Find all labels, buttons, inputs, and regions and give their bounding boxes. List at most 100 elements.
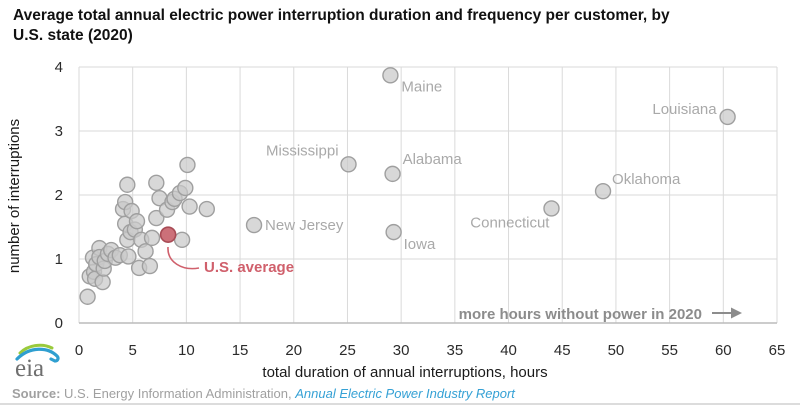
state-point-oklahoma: [594, 182, 612, 200]
x-tick-label: 65: [769, 342, 786, 359]
right-arrow-icon: [712, 307, 742, 319]
state-point: [91, 248, 108, 266]
state-point: [95, 260, 112, 277]
page-title: Average total annual electric power inte…: [13, 6, 791, 46]
x-tick-label: 10: [178, 342, 195, 359]
state-point: [122, 223, 139, 241]
state-label-new-jersey: New Jersey: [265, 217, 344, 234]
state-point: [107, 249, 124, 266]
state-point-maine: [382, 67, 399, 84]
state-point: [84, 249, 102, 266]
state-point: [173, 231, 191, 249]
state-point: [198, 200, 215, 218]
state-point: [126, 221, 144, 238]
us-average-leader-line: [167, 246, 200, 270]
eia-logo-green-swoosh-icon: [18, 343, 54, 355]
state-point: [87, 255, 105, 273]
state-point: [116, 215, 134, 233]
x-tick-label: 35: [447, 342, 464, 359]
x-tick-label: 20: [285, 342, 302, 359]
state-point-alabama: [384, 165, 401, 183]
state-labels-layer: Maine Louisiana Mississippi Alabama Oklahoma…: [265, 78, 717, 253]
eia-logo-text: eia: [15, 355, 44, 382]
x-tick-label: 30: [393, 342, 410, 359]
x-axis-label: total duration of annual interruptions, …: [262, 364, 547, 381]
state-point: [141, 257, 159, 275]
state-point: [86, 270, 104, 288]
tick-layer: 0 5 10 15 20 25 30 35 40 45 50 55 60 65 0 1 2 3 4: [55, 59, 786, 359]
source-line: Source: U.S. Energy Information Administ…: [12, 386, 515, 401]
state-point: [166, 190, 183, 208]
state-point: [119, 176, 136, 193]
state-label-oklahoma: Oklahoma: [612, 171, 681, 188]
page-title-line2: U.S. state (2020): [13, 27, 133, 44]
state-point: [158, 201, 176, 218]
eia-logo-blue-swoosh-icon: [15, 347, 60, 363]
state-label-mississippi: Mississippi: [266, 142, 339, 159]
state-point: [128, 213, 146, 230]
source-text: U.S. Energy Information Administration,: [60, 386, 296, 401]
state-point: [179, 156, 196, 174]
points-layer: [79, 67, 736, 305]
x-tick-label: 15: [232, 342, 249, 359]
source-report-link[interactable]: Annual Electric Power Industry Report: [295, 386, 515, 401]
source-label: Source:: [12, 386, 61, 401]
state-point: [143, 229, 161, 247]
state-point: [148, 209, 165, 227]
state-point: [151, 189, 168, 207]
x-tick-label: 0: [75, 342, 83, 359]
state-point-mississippi: [340, 156, 357, 173]
state-label-connecticut: Connecticut: [470, 214, 550, 231]
state-point: [120, 248, 137, 265]
y-tick-label: 0: [55, 315, 63, 332]
state-label-maine: Maine: [401, 78, 442, 95]
state-point: [171, 184, 189, 202]
state-point: [114, 200, 132, 218]
eia-logo: eia: [15, 343, 60, 382]
state-label-alabama: Alabama: [403, 151, 463, 168]
state-point: [116, 193, 134, 211]
y-tick-label: 2: [55, 187, 63, 204]
state-point-new-jersey: [245, 216, 263, 234]
state-point: [181, 198, 198, 215]
state-point: [81, 268, 98, 285]
state-point: [96, 252, 113, 270]
x-tick-label: 60: [715, 342, 732, 359]
state-point: [91, 239, 108, 257]
state-point: [103, 241, 120, 259]
state-point: [133, 231, 150, 249]
footer-divider: [0, 403, 800, 405]
state-point: [148, 174, 165, 192]
state-point-iowa: [385, 223, 402, 241]
state-point: [94, 273, 111, 291]
state-point-connecticut: [543, 200, 560, 217]
state-label-iowa: Iowa: [404, 236, 436, 253]
state-point: [164, 193, 181, 211]
page-title-line1: Average total annual electric power inte…: [13, 7, 670, 24]
y-tick-label: 3: [55, 123, 63, 140]
state-point: [137, 243, 154, 260]
x-tick-label: 55: [661, 342, 678, 359]
x-tick-label: 45: [554, 342, 571, 359]
state-label-louisiana: Louisiana: [652, 101, 717, 118]
state-point: [177, 179, 194, 197]
state-point: [85, 263, 103, 280]
state-point: [79, 288, 96, 305]
us-average-label: U.S. average: [204, 259, 294, 276]
state-point: [130, 259, 148, 277]
x-tick-label: 40: [500, 342, 517, 359]
x-tick-label: 5: [129, 342, 137, 359]
x-tick-label: 25: [339, 342, 356, 359]
x-tick-label: 50: [608, 342, 625, 359]
state-point: [99, 245, 117, 263]
y-tick-label: 4: [55, 59, 63, 76]
grid-layer: [78, 66, 778, 324]
state-point: [123, 202, 140, 220]
us-average-point: [159, 226, 177, 243]
y-tick-label: 1: [55, 251, 63, 268]
y-axis-label: number of interruptions: [6, 119, 23, 273]
state-point: [111, 246, 129, 264]
state-point: [119, 231, 136, 249]
